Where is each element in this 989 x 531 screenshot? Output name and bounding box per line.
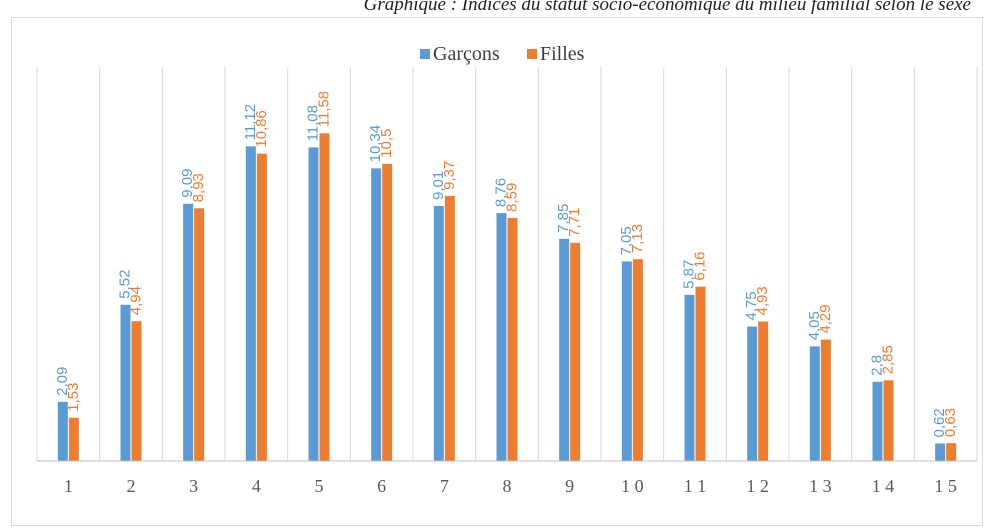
bar-filles [444,195,455,462]
x-tick-label: 1 4 [872,476,895,496]
data-label: 8,59 [504,183,521,212]
data-label: 6,16 [692,251,709,280]
data-label: 0,62 [931,408,948,437]
data-label: 4,29 [817,304,834,333]
x-tick-label: 8 [503,476,512,496]
bar-garcons [308,147,319,461]
data-label: 11,12 [242,104,259,140]
data-label: 4,05 [806,311,823,340]
x-tick-label: 4 [252,476,261,496]
data-label: 9,09 [179,169,196,198]
bar-filles [194,208,205,461]
bar-garcons [809,346,820,461]
legend-label: Filles [540,43,585,65]
legend: Garçons Filles [420,43,585,65]
data-label: 7,13 [629,224,646,253]
data-label: 5,52 [117,270,134,299]
chart-caption: Graphique : Indices du statut socio-écon… [363,0,971,15]
bar-garcons [120,304,131,461]
x-tick-label: 2 [127,476,136,496]
bar-filles [68,417,79,461]
data-label: 9,37 [441,161,458,190]
x-tick-label: 6 [377,476,386,496]
data-label: 10,34 [367,125,384,163]
legend-swatch-filles [527,49,537,59]
x-tick-label: 1 0 [621,476,644,496]
bar-filles [131,321,142,461]
bar-filles [632,259,643,461]
bar-filles [883,380,894,461]
x-tick-label: 5 [315,476,324,496]
x-tick-label: 1 [64,476,73,496]
bar-garcons [371,168,382,462]
bars [57,133,957,462]
bar-filles [319,133,330,461]
bar-filles [695,286,706,461]
bar-garcons [433,206,444,461]
bar-filles [507,217,518,461]
bar-garcons [496,213,507,461]
data-label: 8,76 [493,178,510,207]
bar-garcons [747,326,758,461]
x-tick-label: 1 5 [934,476,957,496]
legend-swatch-garcons [420,49,430,59]
data-label: 4,75 [743,291,760,320]
x-tick-label: 9 [565,476,574,496]
data-label: 5,87 [681,260,698,289]
data-label: 10,5 [378,129,395,158]
chart-frame [11,17,983,526]
bar-filles [256,153,267,462]
bar-filles [570,242,581,461]
data-label: 10,86 [253,110,270,148]
bar-filles [382,163,393,461]
gridlines [36,67,978,461]
data-label: 2,8 [869,355,886,376]
bar-garcons [183,203,194,462]
bar-garcons [57,401,68,461]
bar-garcons [245,146,256,461]
x-tick-label: 3 [189,476,198,496]
x-tick-label: 1 1 [684,476,707,496]
bar-garcons [872,381,883,461]
bar-garcons [559,238,570,461]
legend-label: Garçons [433,43,500,65]
bar-garcons [621,261,632,461]
data-label: 8,93 [190,173,207,202]
data-label: 2,85 [880,345,897,374]
data-label: 9,01 [430,171,447,200]
bar-filles [820,339,831,461]
bar-filles [946,443,957,461]
x-tick-label: 1 3 [809,476,832,496]
data-label: 7,71 [566,208,583,237]
x-tick-label: 7 [440,476,449,496]
data-label: 11,08 [305,105,322,141]
data-label: 7,05 [618,226,635,255]
data-label: 11,58 [316,91,333,127]
x-tick-labels: 1 2 3 4 5 6 7 8 9 1 0 1 1 1 2 1 3 1 4 1 5 [64,476,957,496]
bar-garcons [935,443,946,461]
x-tick-label: 1 2 [746,476,769,496]
data-label: 1,53 [65,382,82,411]
data-label: 2,09 [54,367,71,396]
bar-garcons [684,294,695,461]
data-label: 4,93 [754,286,771,315]
data-label: 7,85 [555,204,572,233]
data-label: 4,94 [128,286,145,315]
data-label: 0,63 [942,408,959,437]
bar-filles [758,321,769,461]
